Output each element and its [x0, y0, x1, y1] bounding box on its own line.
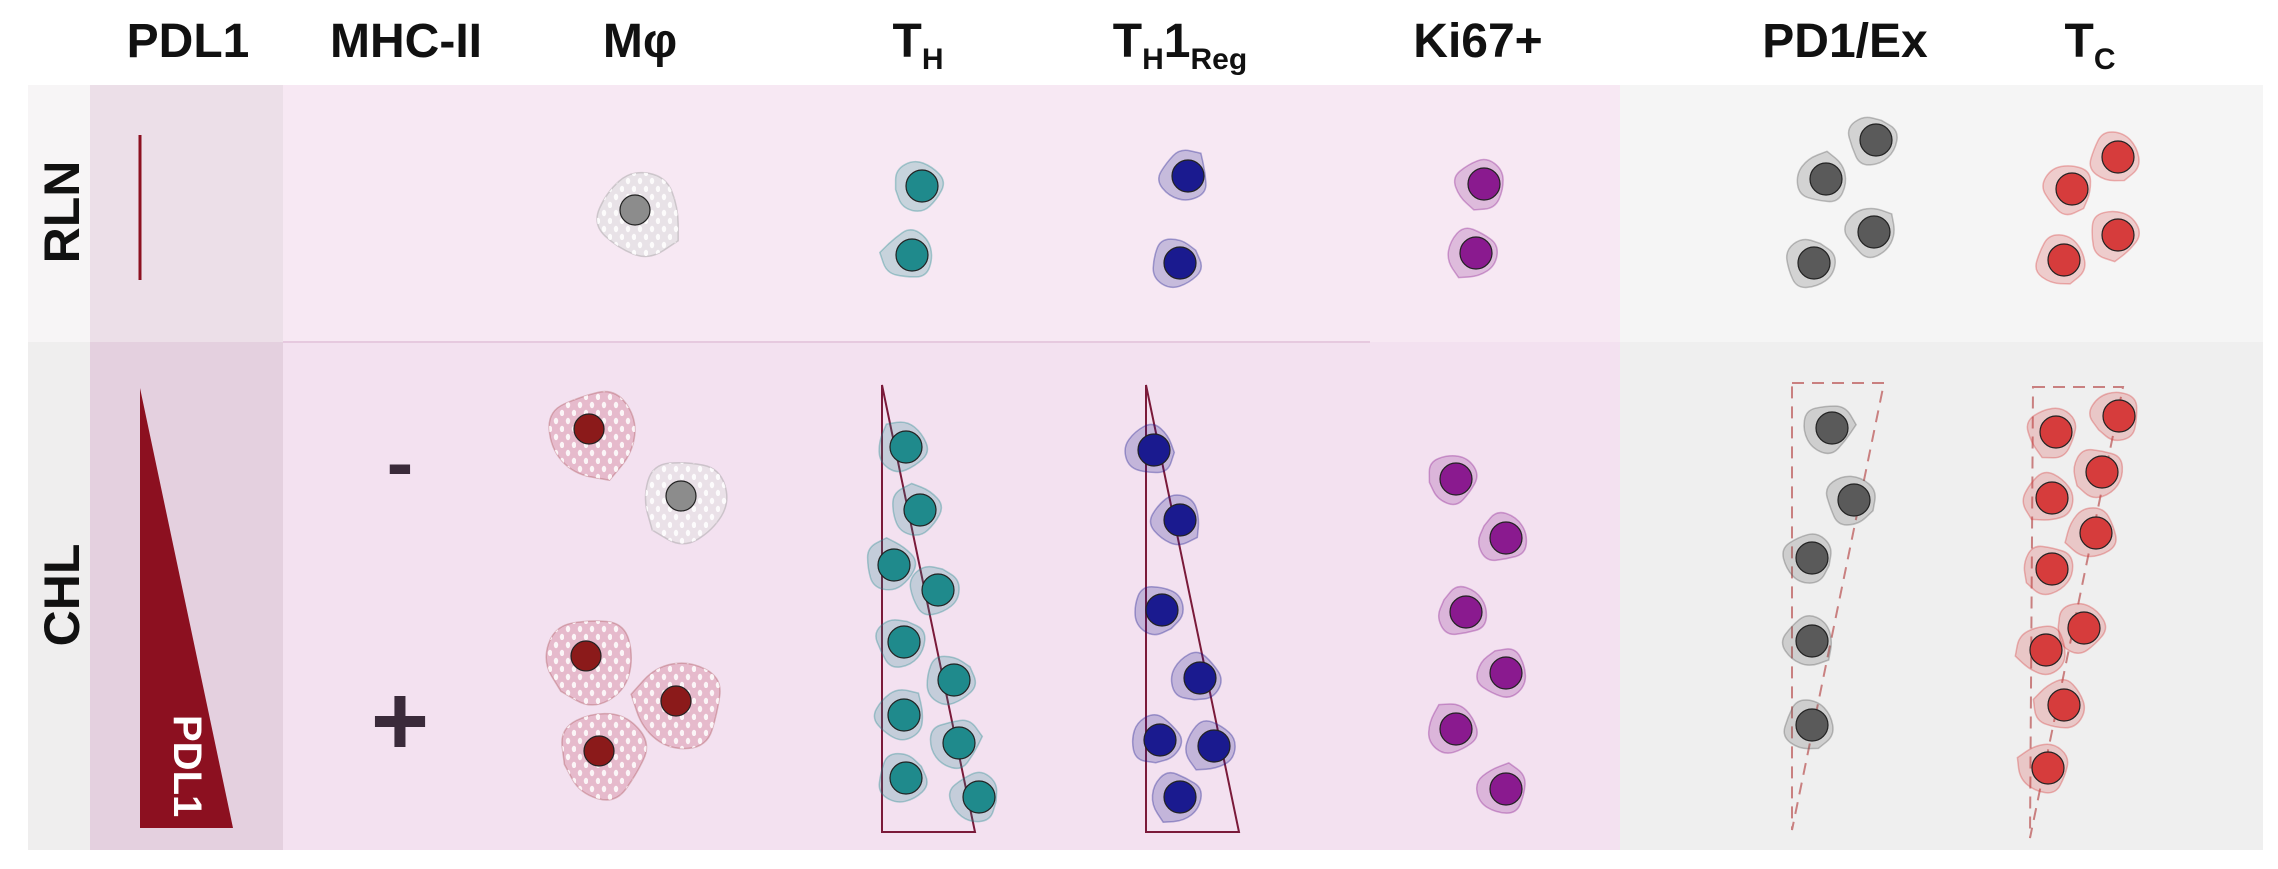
header-ki67: Ki67+	[1413, 15, 1543, 68]
ki67-cell	[1477, 511, 1528, 562]
pd1ex-cell	[1803, 405, 1857, 455]
pd1ex-cell	[1847, 116, 1898, 166]
pd1ex-cell	[1782, 533, 1832, 584]
ki67-cell	[1428, 455, 1478, 506]
ki67-cell	[1453, 158, 1504, 211]
th1reg-cell	[1158, 149, 1207, 201]
macrophage-cell	[596, 171, 679, 258]
ki67-cell	[1447, 227, 1499, 279]
middle-rln-bg	[283, 85, 1620, 342]
macrophage-cell	[561, 712, 648, 801]
th-cell	[948, 771, 998, 823]
tc-cell	[2089, 391, 2138, 442]
tc-cell	[2014, 625, 2066, 676]
macrophage-cell	[545, 620, 633, 706]
header-th1reg-mid: 1	[1163, 15, 1191, 68]
header-th1reg-main: T	[1112, 15, 1143, 68]
ki67-cell	[1476, 648, 1527, 698]
pdl1-col-rln-bg	[90, 85, 283, 342]
header-th: TH	[893, 14, 944, 77]
header-tc-main: T	[2064, 15, 2094, 68]
tc-cell	[2064, 507, 2117, 558]
mhcii-negative-symbol: -	[387, 418, 414, 507]
th1reg-cell	[1151, 771, 1202, 823]
th-cell	[926, 655, 977, 706]
ki67-cell	[1427, 703, 1478, 754]
th-cell	[892, 482, 943, 536]
pd1ex-cell	[1781, 614, 1833, 666]
header-pdl1: PDL1	[126, 15, 250, 68]
cell-layer	[545, 116, 2140, 823]
macrophage-cell	[630, 662, 721, 750]
pd1ex-trend-triangle	[1791, 382, 1886, 831]
right-rln-bg	[1620, 85, 2263, 342]
header-th1reg-sub1: H	[1142, 43, 1164, 76]
pdl1-triangle-label: PDL1	[165, 715, 209, 817]
header-mhcii: MHC-II	[330, 15, 482, 68]
th1reg-cell	[1185, 720, 1236, 771]
th-cell	[878, 421, 929, 473]
header-tc-sub: C	[2093, 43, 2116, 76]
ki67-cell	[1437, 585, 1488, 636]
pd1ex-cell	[1796, 150, 1847, 203]
th-trend-triangle	[881, 384, 977, 833]
th-cell	[909, 565, 960, 616]
tc-cell	[2026, 407, 2077, 459]
header-macrophage: Mφ	[602, 15, 678, 68]
macrophage-cell	[548, 390, 636, 482]
header-pd1ex: PD1/Ex	[1762, 15, 1928, 68]
tc-cell	[2035, 234, 2086, 285]
th1reg-cell	[1170, 651, 1222, 701]
pd1ex-cell	[1785, 238, 1836, 289]
th1reg-cell	[1124, 423, 1176, 474]
header-tc: TC	[2065, 14, 2116, 77]
tc-cell	[2057, 602, 2107, 654]
tc-cell	[2032, 678, 2086, 729]
tc-cell	[2091, 210, 2140, 263]
pdl1-gradient-triangle	[140, 388, 233, 828]
th-cell	[866, 536, 917, 591]
tc-cell	[2023, 545, 2074, 596]
header-th1reg-sub2: Reg	[1190, 43, 1248, 76]
mhcii-positive-symbol: +	[371, 665, 429, 777]
tc-cell	[2089, 131, 2140, 182]
tc-cell	[2073, 448, 2124, 499]
th-cell	[878, 752, 928, 803]
pd1ex-cell	[1783, 699, 1834, 750]
pd1ex-cell	[1844, 207, 1895, 259]
header-th1reg: TH1Reg	[1113, 14, 1247, 77]
row-label-rln: RLN	[34, 160, 90, 264]
tc-cell	[2042, 165, 2092, 216]
row-label-chl: CHL	[34, 543, 90, 647]
tc-cell	[2016, 743, 2069, 794]
th1reg-cell	[1149, 494, 1200, 546]
right-chl-bg	[1620, 342, 2263, 850]
th-cell	[894, 160, 945, 212]
tc-cell	[2022, 471, 2074, 521]
th1reg-cell	[1131, 713, 1183, 764]
th-cell	[873, 689, 924, 741]
pd1ex-cell	[1825, 475, 1876, 526]
header-th-main: T	[892, 15, 922, 68]
th-cell	[929, 719, 984, 770]
ki67-cell	[1475, 762, 1526, 814]
th-cell	[875, 619, 926, 668]
th-cell	[878, 229, 933, 278]
tc-trend-triangle	[2029, 386, 2125, 839]
th1reg-cell	[1134, 586, 1184, 636]
header-th-sub: H	[921, 43, 944, 76]
th1reg-cell	[1152, 238, 1203, 289]
macrophage-cell	[644, 461, 728, 545]
